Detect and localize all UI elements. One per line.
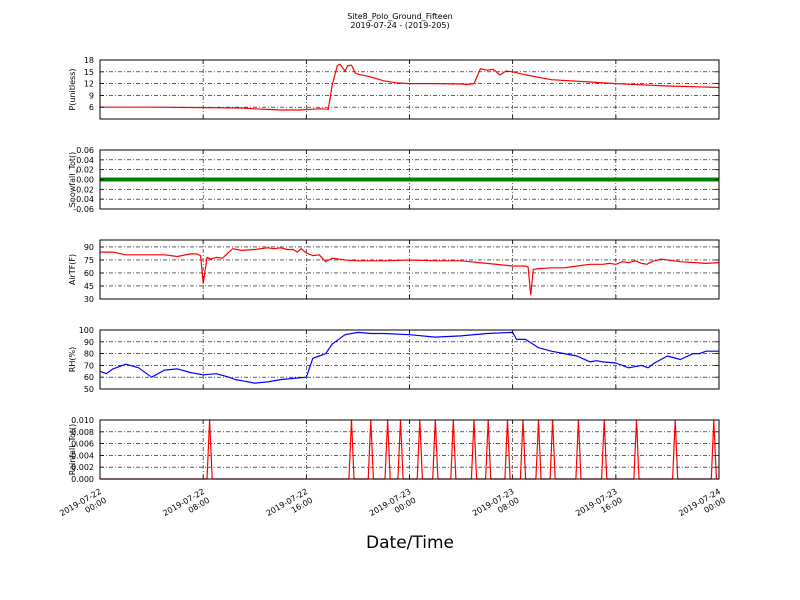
y-tick-label: 9 [89, 91, 94, 100]
y-axis-label: Rainfall_Tot() [68, 424, 77, 476]
y-tick-label: -0.04 [73, 195, 94, 204]
y-tick-label: 0.002 [71, 463, 94, 472]
y-axis-label: P(unitless) [68, 68, 77, 110]
y-tick-label: 30 [84, 295, 94, 304]
y-axis-label: Snowfall_Tot() [68, 152, 77, 208]
y-axis-label: AirTF(F) [68, 254, 77, 285]
x-axis-label: Date/Time [366, 533, 454, 553]
x-tick-label: 2019-07-2200:00 [58, 487, 108, 527]
y-axis-label: RH(%) [68, 347, 77, 372]
y-tick-label: 0.00 [76, 176, 94, 185]
y-tick-label: 80 [84, 350, 94, 359]
y-tick-label: -0.02 [73, 185, 94, 194]
x-tick-label: 2019-07-2300:00 [368, 487, 418, 527]
y-tick-label: 0.04 [76, 156, 94, 165]
y-tick-label: 100 [79, 326, 94, 335]
y-tick-label: 60 [84, 373, 94, 382]
y-tick-label: 12 [84, 80, 94, 89]
y-tick-label: 45 [84, 282, 94, 291]
y-tick-label: -0.06 [73, 205, 94, 214]
series-line [100, 247, 720, 296]
chart-panel: 30 45 60 75 90 AirTF(F) [68, 239, 720, 304]
series-line [100, 63, 720, 111]
chart-title: Site8_Polo_Ground_Fifteen [347, 12, 453, 21]
y-tick-label: 90 [84, 338, 94, 347]
x-tick-label: 2019-07-2208:00 [161, 487, 211, 527]
y-tick-label: 0.006 [71, 440, 94, 449]
y-tick-label: 90 [84, 243, 94, 252]
chart-panel: 50 60 70 80 90 100 RH(%) [68, 326, 720, 394]
chart-panel: 6 9 12 15 18 P(unitless) [68, 56, 720, 120]
y-tick-label: 0.000 [71, 475, 94, 484]
series-line [99, 331, 719, 384]
x-tick-label: 2019-07-2400:00 [677, 487, 727, 527]
x-tick-label: 2019-07-2216:00 [265, 487, 315, 527]
y-tick-label: 15 [84, 68, 94, 77]
chart-panel: 0.000 0.002 0.004 0.006 0.008 0.010Rainfall_T… [68, 416, 720, 484]
y-tick-label: 50 [84, 385, 94, 394]
y-tick-label: 70 [84, 361, 94, 370]
y-tick-label: 18 [84, 56, 94, 65]
y-tick-label: 0.004 [71, 451, 94, 460]
y-tick-label: 6 [89, 103, 94, 112]
x-tick-label: 2019-07-2316:00 [574, 487, 624, 527]
chart-subtitle: 2019-07-24 - (2019-205) [350, 21, 450, 30]
y-tick-label: 60 [84, 269, 94, 278]
y-tick-label: 0.010 [71, 416, 94, 425]
y-tick-label: 75 [84, 256, 94, 265]
y-tick-label: 0.008 [71, 428, 94, 437]
y-tick-label: 0.02 [76, 166, 94, 175]
y-tick-label: 0.06 [76, 146, 94, 155]
chart-panel: -0.06-0.04-0.020.000.020.040.06Snowfall_… [68, 146, 720, 214]
x-tick-label: 2019-07-2308:00 [471, 487, 521, 527]
